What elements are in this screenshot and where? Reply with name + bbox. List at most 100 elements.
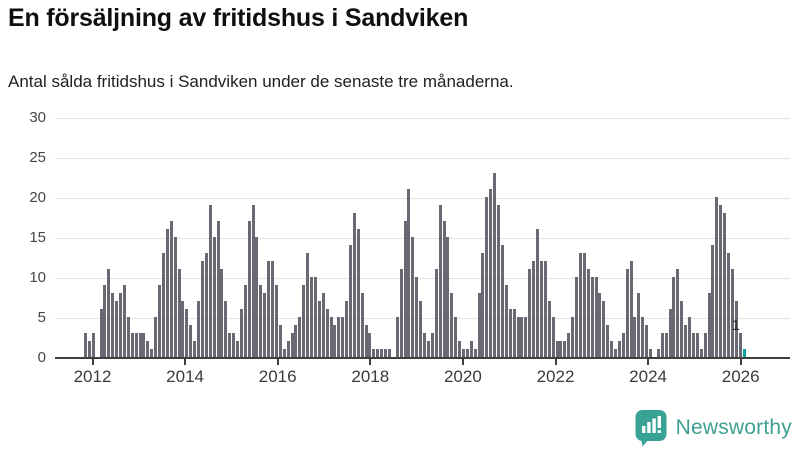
bar — [415, 277, 419, 357]
bar — [103, 285, 107, 357]
x-axis: 2012 2014 2016 2018 2020 2022 2024 2026 — [55, 358, 790, 394]
bar — [633, 317, 637, 357]
chart-title: En försäljning av fritidshus i Sandviken — [8, 4, 469, 32]
bar — [384, 349, 388, 357]
bar — [399, 269, 403, 357]
bar — [290, 333, 294, 357]
bar — [278, 325, 282, 357]
x-tick-label: 2024 — [629, 367, 667, 386]
bar — [91, 333, 95, 357]
x-tick — [461, 359, 464, 365]
newsworthy-logo-icon — [635, 410, 667, 447]
bar — [703, 333, 707, 357]
y-tick-label: 10 — [29, 269, 46, 286]
bar — [411, 237, 415, 357]
bar — [376, 349, 380, 357]
bar — [434, 269, 438, 357]
bar — [239, 309, 243, 357]
bar — [185, 309, 189, 357]
bar — [387, 349, 391, 357]
highlighted-bar — [742, 349, 746, 357]
bar — [146, 341, 150, 357]
bar — [403, 221, 407, 357]
bar — [298, 317, 302, 357]
bar — [158, 285, 162, 357]
bar — [228, 333, 232, 357]
bar — [551, 317, 555, 357]
bar — [99, 309, 103, 357]
bar — [734, 301, 738, 357]
bar — [352, 213, 356, 357]
bar — [727, 253, 730, 357]
bar — [547, 301, 551, 357]
y-tick-label: 20 — [29, 189, 46, 206]
bar — [520, 317, 524, 357]
bar — [407, 189, 411, 357]
bar — [578, 253, 582, 357]
bar — [594, 277, 598, 357]
bar — [598, 293, 602, 357]
bar — [294, 325, 298, 357]
bar — [154, 317, 158, 357]
bar — [247, 221, 251, 357]
bar — [430, 333, 434, 357]
plot-area: 1 — [55, 118, 790, 359]
bar — [680, 301, 684, 357]
y-tick-label: 0 — [37, 349, 46, 366]
bar — [142, 333, 146, 357]
bar — [286, 341, 290, 357]
bar — [107, 269, 111, 357]
bar — [212, 237, 216, 357]
bar — [688, 317, 692, 357]
bar — [313, 277, 317, 357]
bar — [512, 309, 516, 357]
bar — [111, 293, 115, 357]
bar — [497, 205, 501, 357]
bar — [122, 285, 126, 357]
bar — [656, 349, 660, 357]
bar — [707, 293, 711, 357]
bar — [302, 285, 306, 357]
bar — [329, 317, 333, 357]
x-tick — [739, 359, 742, 365]
gridline — [55, 198, 790, 199]
x-tick-label: 2018 — [351, 367, 390, 386]
bar — [532, 261, 536, 357]
bar — [119, 293, 123, 357]
bar — [360, 293, 364, 357]
bar — [364, 325, 368, 357]
x-axis-baseline — [55, 357, 790, 359]
x-tick-label: 2022 — [536, 367, 575, 386]
bar — [450, 293, 454, 357]
bar — [582, 253, 586, 357]
x-tick — [91, 359, 94, 365]
y-tick-label: 15 — [29, 229, 46, 246]
bar — [126, 317, 130, 357]
bar — [200, 261, 204, 357]
bar — [197, 301, 200, 357]
x-tick — [369, 359, 372, 365]
bar — [446, 237, 450, 357]
bar — [267, 261, 271, 357]
bar — [613, 349, 617, 357]
bar — [317, 301, 321, 357]
bar — [738, 333, 742, 357]
bar — [235, 341, 239, 357]
x-tick — [554, 359, 557, 365]
bar — [271, 261, 275, 357]
bar — [306, 253, 310, 357]
bar — [204, 253, 208, 357]
bar — [610, 341, 614, 357]
bar — [559, 341, 563, 357]
bar — [115, 301, 119, 357]
x-tick-label: 2016 — [258, 367, 297, 386]
bar — [524, 317, 528, 357]
bar — [243, 285, 247, 357]
bar — [165, 229, 169, 357]
bar — [426, 341, 430, 357]
bar — [150, 349, 154, 357]
bar — [575, 277, 579, 357]
bar — [333, 325, 337, 357]
brand-name: Newsworthy — [675, 416, 792, 439]
gridline — [55, 158, 790, 159]
